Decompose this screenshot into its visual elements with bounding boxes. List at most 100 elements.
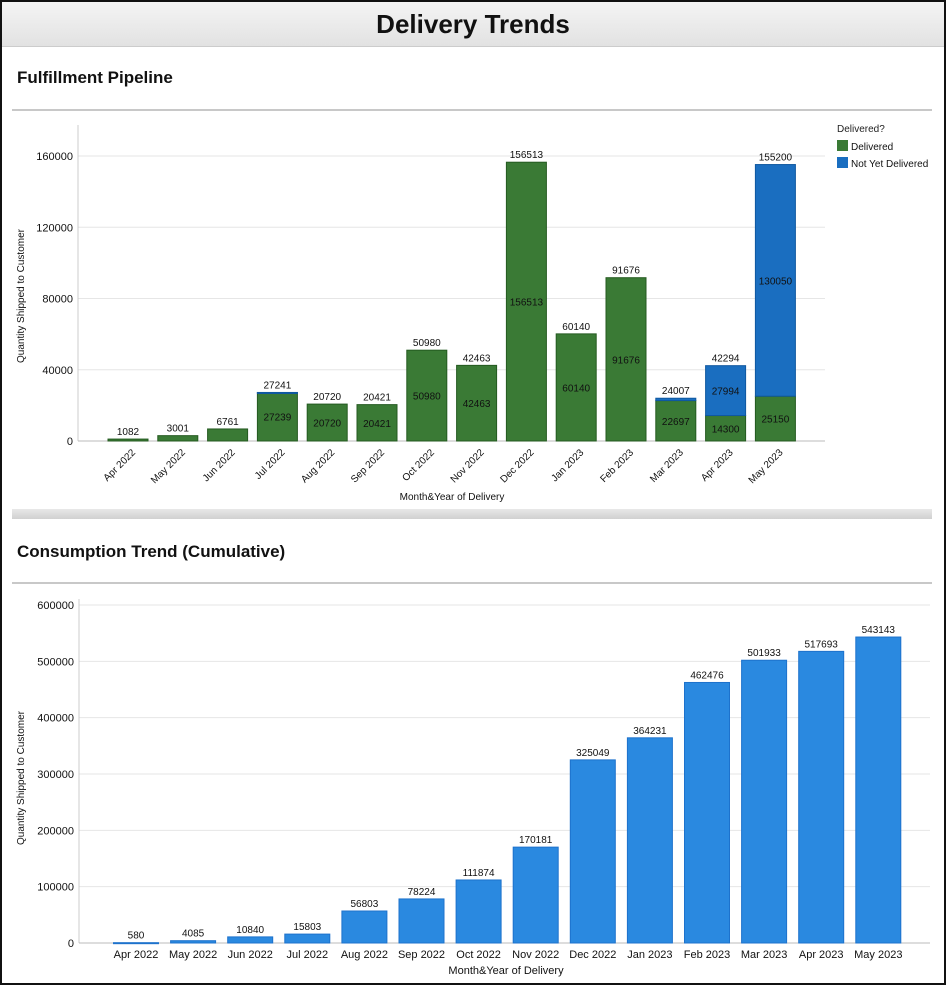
- x-tick-label: May 2022: [169, 949, 217, 961]
- bar-delivered: [655, 400, 697, 442]
- x-tick-label: Apr 2022: [114, 949, 159, 961]
- bar-segment-label: 25150: [761, 415, 789, 426]
- y-tick-label: 100000: [37, 882, 74, 894]
- bar-total-label: 42294: [712, 354, 740, 365]
- x-tick-label: Apr 2022: [102, 447, 139, 484]
- legend-swatch: [837, 157, 848, 168]
- bar-value-label: 580: [128, 931, 145, 942]
- bar-delivered: [505, 161, 547, 442]
- bar-delivered: [605, 277, 647, 442]
- fulfillment-pipeline-title: Fulfillment Pipeline: [17, 68, 173, 87]
- x-tick-label: Apr 2023: [799, 949, 844, 961]
- y-tick-label: 400000: [37, 713, 74, 725]
- bar-delivered: [555, 333, 597, 442]
- consumption-trend-chart: 0 100000 200000 300000 400000 500000 600000 Qua…: [16, 599, 930, 977]
- bar-segment-label: 27994: [712, 387, 740, 398]
- y-tick-label: 0: [67, 436, 73, 448]
- bar-value-label: 325049: [576, 748, 610, 759]
- bar-segment-label: 42463: [463, 399, 491, 410]
- bar-total-label: 91676: [612, 266, 640, 277]
- bar-cumulative: [512, 846, 559, 944]
- divider: [12, 109, 932, 111]
- bar-delivered: [306, 403, 348, 442]
- y-tick-label: 200000: [37, 825, 74, 837]
- bar-cumulative: [170, 940, 217, 944]
- y-tick-label: 40000: [42, 365, 73, 377]
- y-tick-label: 120000: [36, 222, 73, 234]
- x-tick-label: Jun 2022: [228, 949, 273, 961]
- bar-value-label: 4085: [182, 929, 205, 940]
- x-tick-label: Oct 2022: [400, 447, 437, 484]
- x-tick-label: Jun 2022: [201, 447, 238, 484]
- bar-delivered: [157, 435, 199, 442]
- x-tick-label: May 2023: [854, 949, 902, 961]
- bar-segment-label: 20720: [313, 419, 341, 430]
- bar-segment-label: 50980: [413, 392, 441, 403]
- bar-not-yet-delivered: [655, 397, 697, 402]
- bar-segment-label: 22697: [662, 417, 690, 428]
- legend-swatch: [837, 140, 848, 151]
- bar-segment-label: 20421: [363, 419, 391, 430]
- bar-delivered: [705, 415, 747, 442]
- y-tick-label: 500000: [37, 656, 74, 668]
- fulfillment-pipeline-chart: 0 40000 80000 120000 160000 Quantity Shipped …: [16, 124, 928, 503]
- bar-total-label: 1082: [117, 427, 140, 438]
- x-tick-label: Jan 2023: [627, 949, 672, 961]
- x-tick-label: Jul 2022: [253, 447, 288, 482]
- bar-value-label: 364231: [633, 726, 667, 737]
- legend-title: Delivered?: [837, 124, 885, 135]
- bar-not-yet-delivered: [754, 164, 796, 397]
- bar-total-label: 3001: [167, 424, 190, 435]
- x-tick-label: Aug 2022: [299, 447, 337, 485]
- bar-value-label: 10840: [236, 925, 264, 936]
- bar-segment-label: 14300: [712, 424, 740, 435]
- bar-cumulative: [569, 759, 616, 944]
- x-tick-label: Dec 2022: [569, 949, 616, 961]
- x-tick-label: Nov 2022: [512, 949, 559, 961]
- bar-value-label: 56803: [350, 899, 378, 910]
- divider: [12, 582, 932, 584]
- bar-segment-label: 27239: [263, 413, 291, 424]
- bar-delivered: [456, 364, 498, 442]
- x-tick-label: May 2022: [149, 447, 188, 486]
- bar-total-label: 42463: [463, 353, 491, 364]
- x-tick-label: Mar 2023: [741, 949, 787, 961]
- y-axis-label: Quantity Shipped to Customer: [16, 710, 27, 845]
- x-tick-label: Aug 2022: [341, 949, 388, 961]
- bar-segment-label: 91676: [612, 355, 640, 366]
- bar-cumulative: [398, 898, 445, 944]
- bar-cumulative: [227, 936, 274, 944]
- bar-total-label: 155200: [759, 153, 793, 164]
- x-tick-label: May 2023: [747, 447, 786, 486]
- bar-not-yet-delivered: [256, 391, 298, 394]
- x-tick-label: Oct 2022: [456, 949, 501, 961]
- bar-segment-label: 156513: [510, 298, 544, 309]
- y-axis-label: Quantity Shipped to Customer: [16, 228, 27, 363]
- bar-not-yet-delivered: [705, 365, 747, 417]
- bar-cumulative: [113, 942, 159, 945]
- bar-cumulative: [855, 636, 902, 944]
- x-tick-label: Dec 2022: [498, 447, 536, 485]
- bar-cumulative: [455, 879, 502, 944]
- x-tick-label: Feb 2023: [598, 447, 636, 485]
- bar-cumulative: [798, 650, 845, 944]
- legend-label: Delivered: [851, 142, 893, 153]
- bar-value-label: 543143: [862, 625, 896, 636]
- bar-value-label: 15803: [293, 922, 321, 933]
- consumption-trend-title: Consumption Trend (Cumulative): [17, 542, 286, 561]
- x-tick-label: Jan 2023: [549, 447, 586, 484]
- y-tick-label: 160000: [36, 151, 73, 163]
- x-axis-label: Month&Year of Delivery: [400, 492, 505, 503]
- bar-delivered: [207, 428, 249, 442]
- bar-total-label: 50980: [413, 338, 441, 349]
- bar-total-label: 6761: [216, 417, 239, 428]
- bar-delivered: [406, 349, 448, 442]
- bar-delivered: [107, 438, 149, 442]
- section-separator: [12, 509, 932, 519]
- x-tick-label: Jul 2022: [287, 949, 329, 961]
- bar-cumulative: [284, 933, 331, 944]
- x-tick-label: Sep 2022: [398, 949, 445, 961]
- bar-delivered: [356, 404, 398, 442]
- bar-total-label: 20421: [363, 393, 391, 404]
